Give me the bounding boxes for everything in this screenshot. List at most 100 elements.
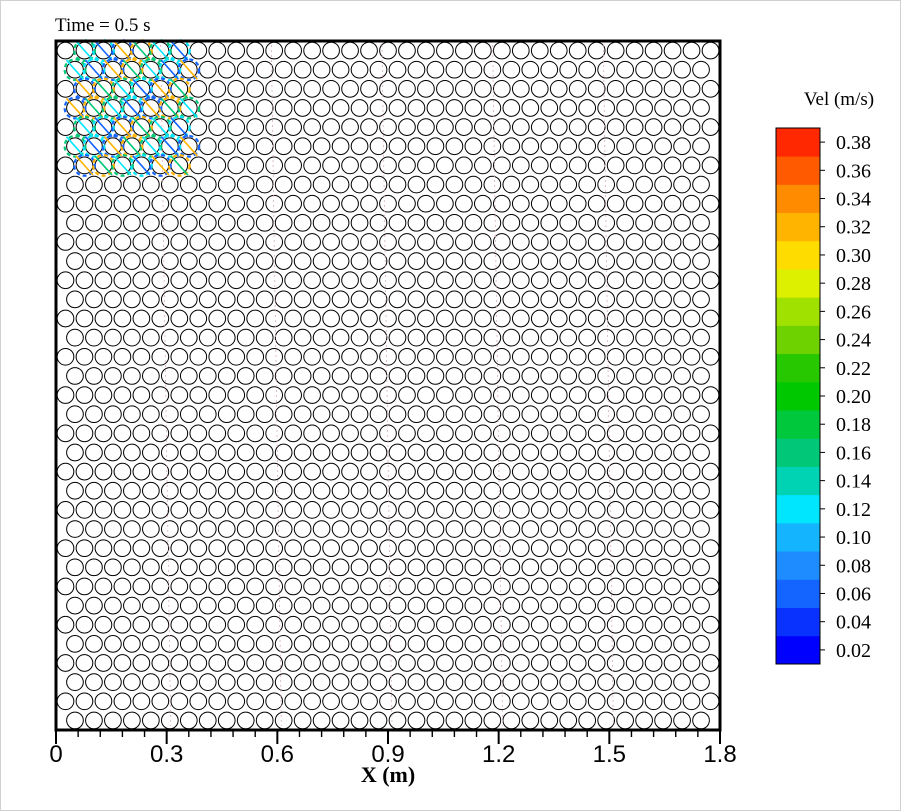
- obstacle-circle: [208, 80, 227, 98]
- obstacle-circle: [606, 347, 625, 366]
- obstacle-circle: [236, 481, 255, 500]
- velocity-streak: [75, 40, 94, 61]
- obstacle-circle: [312, 673, 331, 692]
- obstacle-circle: [132, 194, 151, 213]
- obstacle-circle: [587, 271, 606, 290]
- obstacle-circle: [388, 596, 407, 615]
- obstacle-circle: [227, 41, 246, 60]
- obstacle-circle: [360, 194, 378, 213]
- obstacle-circle: [530, 309, 549, 328]
- obstacle-circle: [379, 615, 397, 634]
- obstacle-circle: [483, 60, 502, 79]
- obstacle-circle: [312, 175, 331, 194]
- velocity-streak: [122, 97, 142, 119]
- obstacle-circle: [104, 673, 122, 692]
- obstacle-circle: [123, 405, 141, 424]
- obstacle-circle: [635, 520, 653, 538]
- colorbar-label: 0.20: [836, 386, 871, 408]
- obstacle-circle: [549, 615, 568, 634]
- obstacle-circle: [663, 692, 682, 711]
- obstacle-circle: [673, 673, 691, 692]
- velocity-streak: [103, 97, 123, 119]
- obstacle-circle: [293, 596, 312, 615]
- obstacle-circle: [369, 252, 388, 270]
- obstacle-circle: [94, 539, 113, 558]
- obstacle-circle: [464, 175, 483, 194]
- obstacle-circle: [341, 41, 359, 60]
- obstacle-circle: [521, 520, 540, 538]
- obstacle-circle: [227, 539, 246, 558]
- obstacle-circle: [597, 635, 616, 653]
- colorbar-swatch: [776, 297, 820, 326]
- colorbar-swatch: [776, 551, 820, 580]
- obstacle-circle: [436, 80, 454, 98]
- obstacle-circle: [208, 501, 227, 519]
- obstacle-circle: [559, 443, 578, 462]
- obstacle-circle: [692, 290, 710, 309]
- obstacle-circle: [274, 520, 293, 538]
- obstacle-circle: [492, 194, 511, 213]
- obstacle-circle: [265, 462, 284, 481]
- obstacle-circle: [142, 635, 160, 653]
- velocity-ring: [120, 134, 144, 158]
- obstacle-circle: [549, 271, 568, 290]
- velocity-ring: [129, 115, 153, 139]
- colorbar-swatch: [776, 607, 820, 637]
- obstacle-circle: [322, 386, 340, 404]
- obstacle-circle: [331, 520, 350, 538]
- obstacle-circle: [559, 213, 578, 232]
- obstacle-circle: [56, 118, 75, 136]
- obstacle-circle: [331, 290, 350, 309]
- obstacle-circle: [436, 462, 454, 481]
- obstacle-circle: [436, 194, 454, 213]
- obstacle-circle: [227, 577, 246, 596]
- colorbar-label: 0.18: [836, 414, 871, 436]
- obstacle-circle: [445, 405, 464, 424]
- obstacle-circle: [85, 673, 103, 692]
- obstacle-circle: [417, 462, 435, 481]
- obstacle-circle: [644, 233, 663, 251]
- obstacle-circle: [578, 290, 597, 309]
- obstacle-circle: [407, 328, 426, 347]
- obstacle-circle: [265, 386, 284, 404]
- velocity-ring: [91, 77, 115, 101]
- obstacle-circle: [293, 60, 312, 79]
- velocity-ring: [139, 58, 163, 82]
- obstacle-circle: [597, 290, 616, 309]
- obstacle-circle: [398, 501, 416, 519]
- obstacle-circle: [198, 673, 217, 692]
- obstacle-circle: [312, 520, 331, 538]
- obstacle-circle: [559, 137, 578, 156]
- obstacle-circle: [369, 673, 388, 692]
- obstacle-circle: [94, 501, 113, 519]
- obstacle-circle: [179, 213, 198, 232]
- obstacle-circle: [75, 615, 94, 634]
- obstacle-circle: [445, 635, 464, 653]
- obstacle-circle: [322, 615, 340, 634]
- obstacle-circle: [502, 328, 521, 347]
- obstacle-circle: [236, 596, 255, 615]
- obstacle-circle: [530, 194, 549, 213]
- obstacle-circle: [350, 635, 369, 653]
- obstacle-circle: [151, 424, 170, 443]
- obstacle-circle: [474, 309, 492, 328]
- obstacle-circle: [673, 328, 691, 347]
- obstacle-circle: [104, 290, 122, 309]
- obstacle-circle: [644, 501, 663, 519]
- obstacle-circle: [436, 424, 454, 443]
- obstacle-circle: [350, 711, 369, 730]
- obstacle-circle: [455, 462, 473, 481]
- obstacle-circle: [255, 99, 274, 117]
- velocity-streak: [160, 136, 179, 157]
- obstacle-circle: [170, 501, 189, 519]
- obstacle-circle: [360, 462, 378, 481]
- obstacle-circle: [189, 692, 208, 711]
- obstacle-circle: [521, 673, 540, 692]
- obstacle-circle: [170, 194, 189, 213]
- obstacle-circle: [578, 328, 597, 347]
- obstacle-circle: [417, 233, 435, 251]
- obstacle-circle: [227, 309, 246, 328]
- obstacle-circle: [445, 99, 464, 117]
- obstacle-circle: [56, 309, 75, 328]
